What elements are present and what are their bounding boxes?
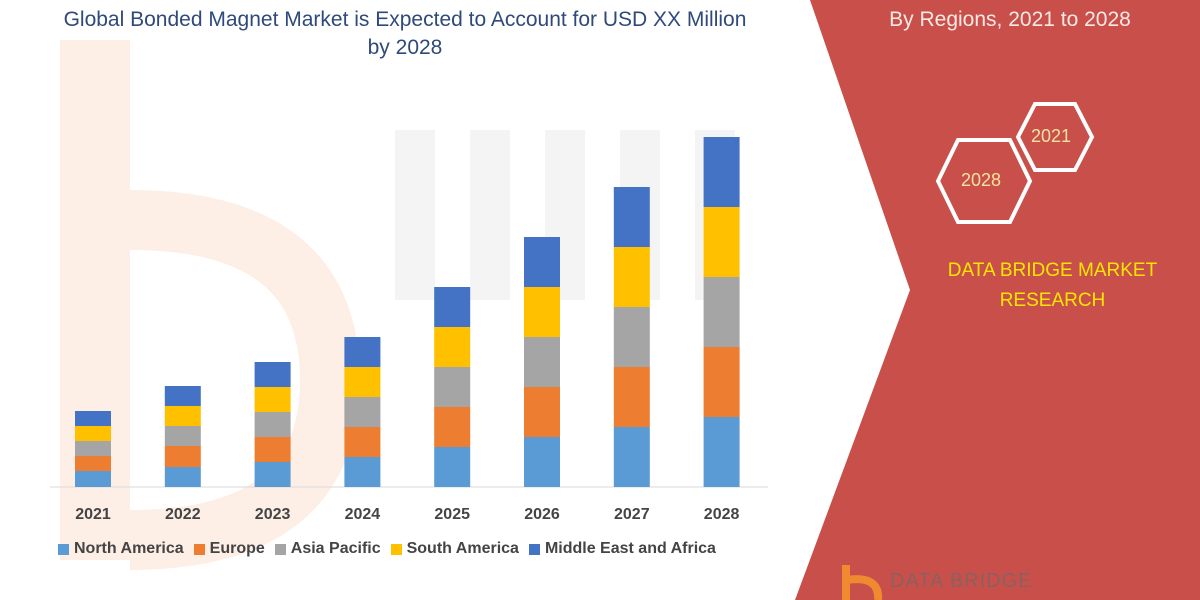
bar-segment-2028-4 xyxy=(703,137,740,207)
legend-item: North America xyxy=(58,540,184,558)
bar-segment-2026-4 xyxy=(524,237,560,287)
legend-swatch xyxy=(58,543,69,555)
bar-segment-2026-3 xyxy=(524,287,560,337)
bar-segment-2022-2 xyxy=(164,426,201,446)
bar-segment-2028-2 xyxy=(703,277,740,347)
bar-segment-2021-4 xyxy=(75,411,111,426)
x-tick-label: 2025 xyxy=(434,506,470,523)
bar-segment-2028-3 xyxy=(703,207,740,277)
legend-label: Europe xyxy=(209,540,265,557)
bar-segment-2027-4 xyxy=(613,187,650,247)
legend-label: North America xyxy=(74,540,184,557)
bar-segment-2026-2 xyxy=(524,337,560,387)
x-tick-label: 2024 xyxy=(345,506,381,523)
bar-segment-2027-3 xyxy=(613,247,650,307)
bar-segment-2022-4 xyxy=(164,386,201,406)
legend-swatch xyxy=(528,543,540,555)
hex-label-2028: 2028 xyxy=(961,170,1002,190)
x-tick-label: 2023 xyxy=(255,506,291,523)
x-tick-label: 2028 xyxy=(704,506,740,523)
x-tick-label: 2026 xyxy=(524,506,560,523)
legend: North America Europe Asia Pacific South Ame… xyxy=(58,540,716,558)
legend-item: Asia Pacific xyxy=(274,540,381,558)
hex-label-2021: 2021 xyxy=(1031,126,1072,146)
bar-segment-2026-1 xyxy=(524,387,560,437)
bar-segment-2024-0 xyxy=(344,457,381,487)
bar-segment-2025-3 xyxy=(434,327,471,367)
x-tick-label: 2022 xyxy=(165,506,201,523)
bar-segment-2028-0 xyxy=(703,417,740,487)
x-tick-label: 2027 xyxy=(614,506,650,523)
bar-segment-2023-4 xyxy=(254,362,291,387)
bar-segment-2023-2 xyxy=(254,412,291,437)
bar-segment-2027-1 xyxy=(613,367,650,427)
legend-item: South America xyxy=(390,540,519,558)
bar-segment-2025-0 xyxy=(434,447,471,487)
bar-segment-2024-3 xyxy=(344,367,381,397)
hexagon-2028 xyxy=(935,138,1033,224)
bar-segment-2022-0 xyxy=(164,467,201,487)
bar-segment-2026-0 xyxy=(524,437,560,487)
bar-segment-2024-4 xyxy=(344,337,381,367)
legend-item: Middle East and Africa xyxy=(528,540,716,558)
bar-segment-2023-0 xyxy=(254,462,291,487)
hexagon-2021 xyxy=(1015,102,1095,172)
bar-segment-2021-0 xyxy=(75,471,111,487)
bar-segment-2024-1 xyxy=(344,427,381,457)
legend-label: Middle East and Africa xyxy=(544,540,716,557)
legend-label: South America xyxy=(406,540,519,557)
stacked-bar-chart: 2021 2022 2023 2024 2025 2026 2027 2028 xyxy=(50,137,768,523)
bar-segment-2025-4 xyxy=(434,287,471,327)
bar-segment-2025-1 xyxy=(434,407,471,447)
bar-segment-2021-1 xyxy=(75,456,111,471)
bar-segment-2022-3 xyxy=(164,406,201,426)
legend-item: Europe xyxy=(193,540,265,558)
bar-segment-2027-2 xyxy=(613,307,650,367)
bar-segment-2027-0 xyxy=(613,427,650,487)
bar-segment-2021-3 xyxy=(75,426,111,441)
side-title: By Regions, 2021 to 2028 xyxy=(889,8,1131,31)
chart-title: Global Bonded Magnet Market is Expected … xyxy=(63,8,747,59)
bar-segment-2028-1 xyxy=(703,347,740,417)
bar-segment-2025-2 xyxy=(434,367,471,407)
legend-swatch xyxy=(274,543,286,555)
bar-segment-2021-2 xyxy=(75,441,111,456)
legend-label: Asia Pacific xyxy=(290,540,381,557)
bar-segment-2022-1 xyxy=(164,446,201,467)
logo-text: DATA BRIDGE xyxy=(890,570,1033,592)
x-tick-label: 2021 xyxy=(75,506,111,523)
legend-swatch xyxy=(193,543,205,555)
bar-segment-2024-2 xyxy=(344,397,381,427)
legend-swatch xyxy=(390,543,402,555)
bar-segment-2023-1 xyxy=(254,437,291,462)
brand-name: DATA BRIDGE MARKET RESEARCH xyxy=(947,260,1158,311)
bar-segment-2023-3 xyxy=(254,387,291,412)
